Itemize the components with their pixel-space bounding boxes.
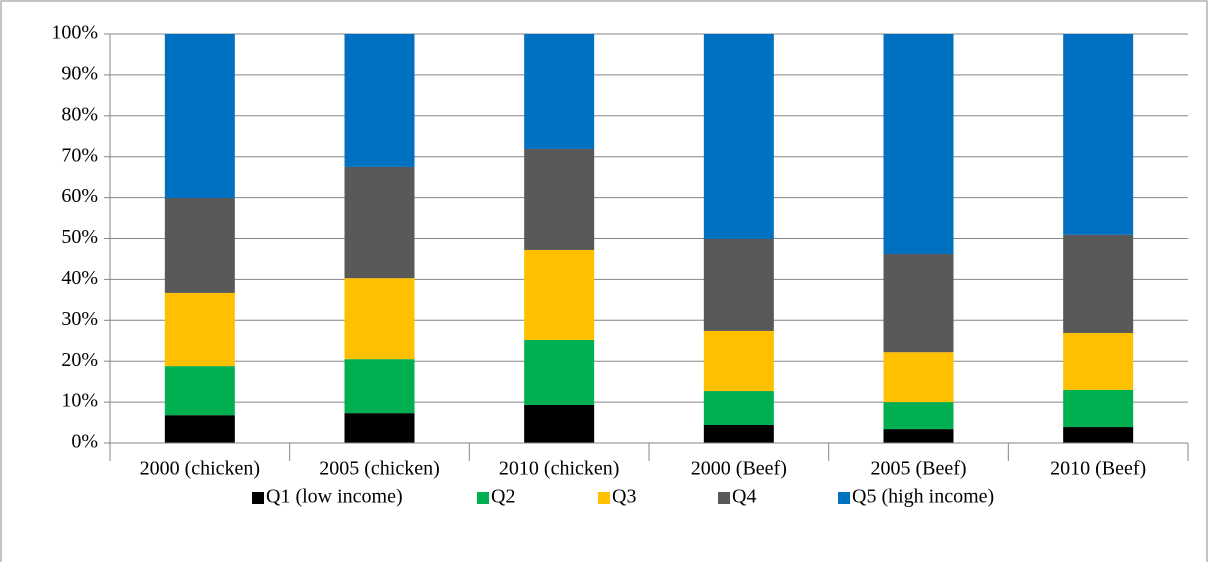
legend-label: Q2	[491, 486, 515, 508]
y-tick-label: 70%	[61, 144, 98, 166]
bar-segment	[344, 166, 415, 279]
bar-segment	[883, 429, 954, 443]
x-tick-label: 2005 (chicken)	[319, 458, 440, 480]
y-tick-label: 50%	[61, 226, 98, 248]
bar-segment	[524, 404, 595, 443]
bar-segment	[703, 34, 774, 239]
y-tick-label: 60%	[61, 185, 98, 207]
legend-swatch	[598, 492, 610, 504]
bar-segment	[1063, 34, 1134, 235]
y-tick-label: 20%	[61, 349, 98, 371]
bar-segment	[344, 34, 415, 167]
bar-segment	[164, 366, 235, 416]
bar-segment	[1063, 234, 1134, 333]
legend-label: Q4	[732, 486, 756, 508]
x-tick-label: 2010 (chicken)	[499, 458, 620, 480]
bar-segment	[703, 238, 774, 331]
y-tick-label: 40%	[61, 267, 98, 289]
legend-swatch	[477, 492, 489, 504]
y-tick-label: 30%	[61, 308, 98, 330]
bar-segment	[344, 359, 415, 414]
bar-segment	[344, 278, 415, 360]
bar-segment	[344, 413, 415, 443]
bar-segment	[1063, 389, 1134, 428]
bar-segment	[164, 292, 235, 367]
bar-segment	[883, 254, 954, 353]
bar-segment	[164, 34, 235, 199]
bar-segment	[1063, 332, 1134, 390]
bar-segment	[703, 425, 774, 443]
y-tick-label: 0%	[71, 431, 98, 453]
x-tick-label: 2000 (Beef)	[691, 458, 787, 480]
legend-label: Q3	[612, 486, 636, 508]
x-tick-label: 2005 (Beef)	[870, 458, 966, 480]
bar-segment	[703, 391, 774, 426]
bar-segment	[1063, 427, 1134, 443]
y-tick-label: 90%	[61, 62, 98, 84]
legend-swatch	[718, 492, 730, 504]
bar-segment	[164, 415, 235, 443]
bar-segment	[164, 198, 235, 293]
bar-segment	[524, 339, 595, 405]
bar-segment	[703, 330, 774, 392]
x-tick-label: 2000 (chicken)	[140, 458, 261, 480]
y-tick-label: 100%	[51, 22, 98, 44]
legend-label: Q5 (high income)	[852, 486, 994, 508]
y-tick-label: 10%	[61, 390, 98, 412]
bar-segment	[883, 352, 954, 403]
bar-segment	[883, 34, 954, 255]
bar-segment	[524, 249, 595, 340]
bar-segment	[883, 402, 954, 430]
legend-label: Q1 (low income)	[266, 486, 403, 508]
bar-segment	[524, 148, 595, 250]
legend-swatch	[252, 492, 264, 504]
y-tick-label: 80%	[61, 103, 98, 125]
legend-swatch	[838, 492, 850, 504]
bar-segment	[524, 34, 595, 149]
x-tick-label: 2010 (Beef)	[1050, 458, 1146, 480]
